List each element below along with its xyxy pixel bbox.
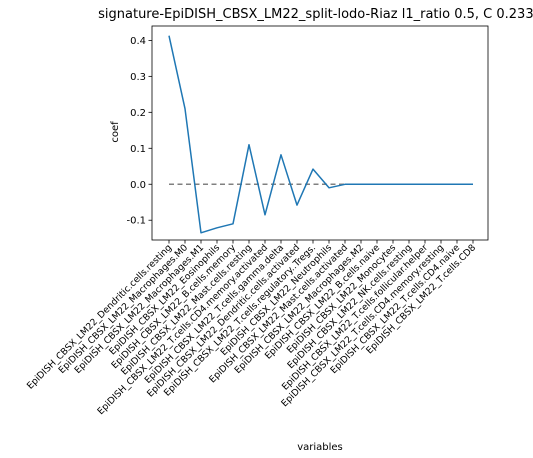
y-tick-label: 0.4	[130, 36, 146, 47]
y-tick-label: 0.2	[130, 108, 146, 119]
y-tick-label: 0.0	[130, 180, 146, 191]
y-tick-label: 0.1	[130, 144, 146, 155]
x-axis-label: variables	[297, 442, 343, 453]
chart-title: signature-EpiDISH_CBSX_LM22_split-lodo-R…	[98, 7, 533, 22]
coef-series-line	[168, 35, 473, 234]
y-tick-label: 0.3	[130, 72, 146, 83]
plot-area: -0.10.00.10.20.30.4EpiDISH_CBSX_LM22_Den…	[25, 25, 489, 417]
y-axis-label: coef	[110, 121, 121, 143]
plot-frame	[151, 25, 489, 241]
y-tick-label: -0.1	[126, 216, 146, 227]
